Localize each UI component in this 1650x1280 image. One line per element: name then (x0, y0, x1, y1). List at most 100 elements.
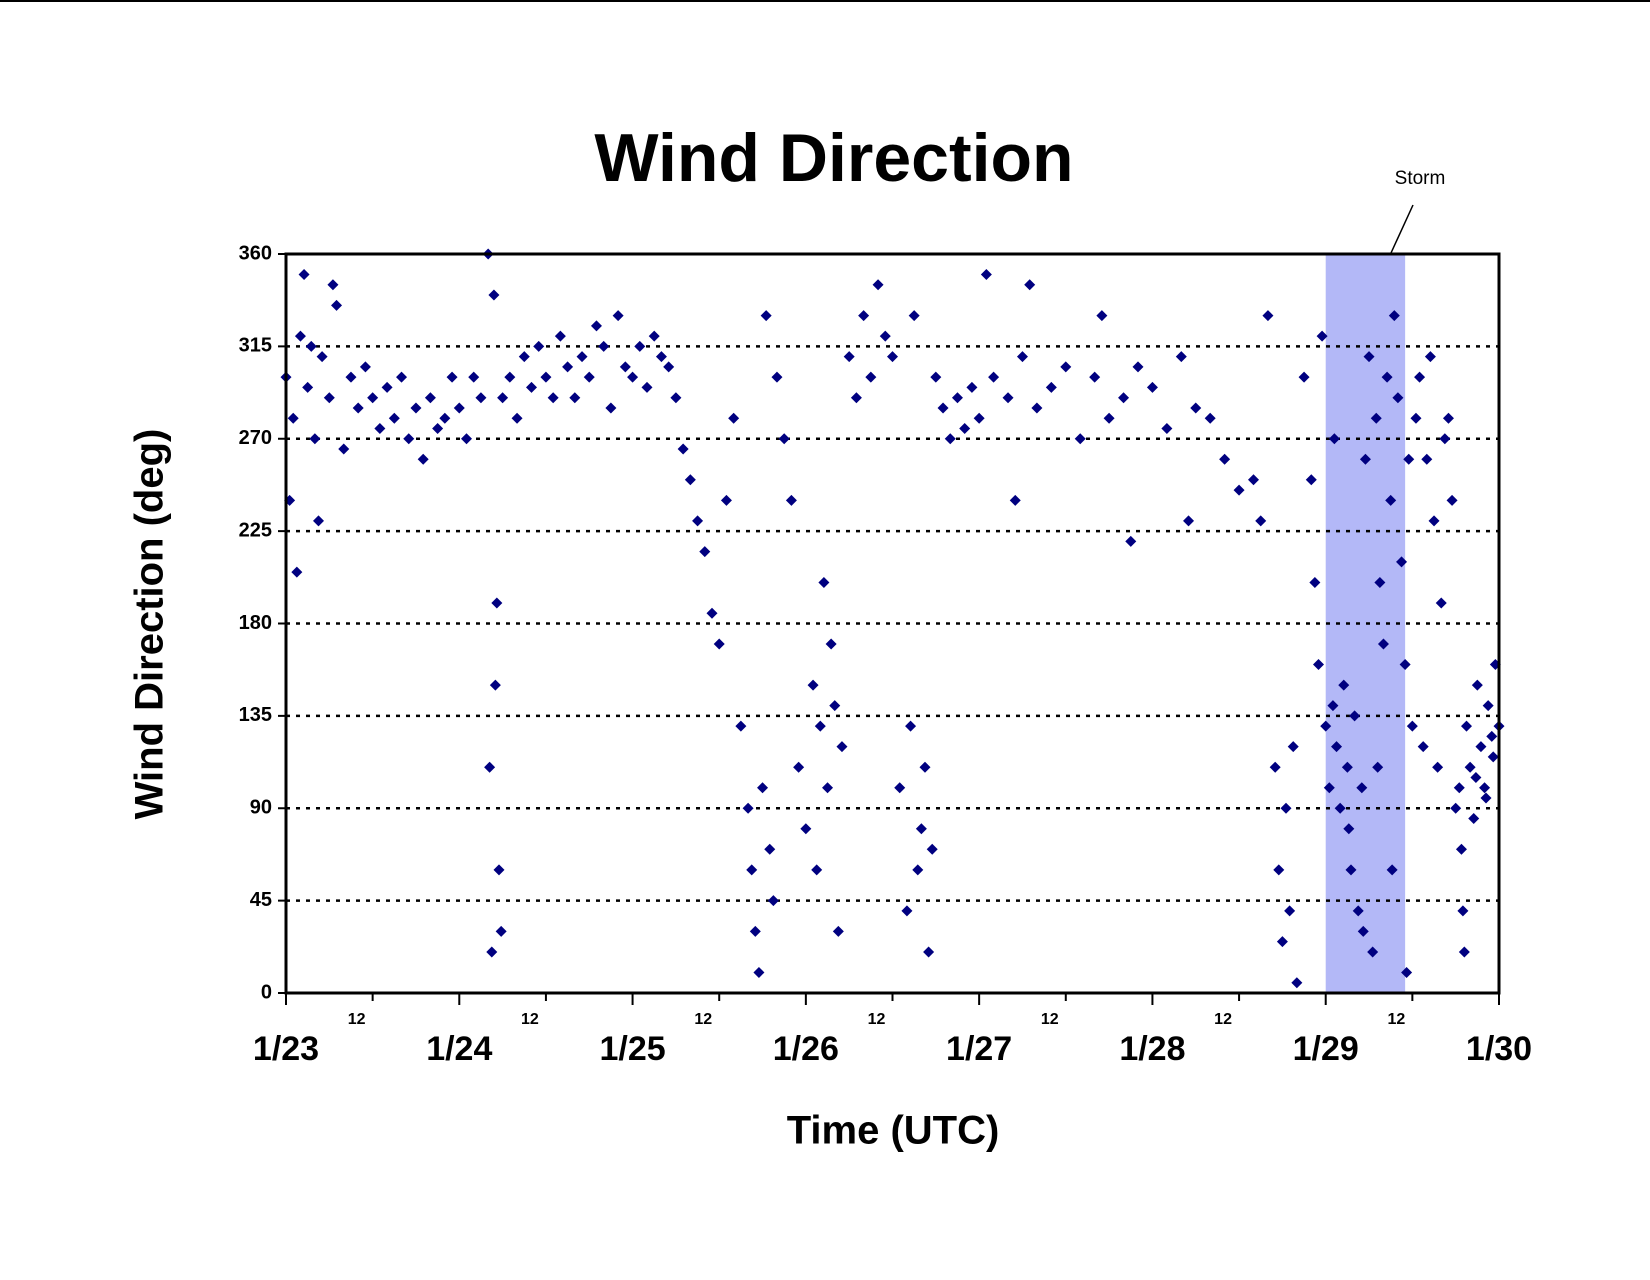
point (1323, 782, 1335, 794)
point (1453, 782, 1465, 794)
point (619, 361, 631, 373)
point (1357, 925, 1369, 937)
point (359, 361, 371, 373)
point (1204, 412, 1216, 424)
point (951, 392, 963, 404)
point (403, 433, 415, 445)
point (1161, 422, 1173, 434)
point (1480, 792, 1492, 804)
y-tick-label: 45 (250, 889, 272, 911)
point (576, 351, 588, 363)
x-date-label: 1/26 (773, 1030, 839, 1068)
point (1432, 761, 1444, 773)
point (843, 351, 855, 363)
point (764, 843, 776, 855)
point (562, 361, 574, 373)
point (894, 782, 906, 794)
point (316, 351, 328, 363)
point (1396, 556, 1408, 568)
point (1421, 453, 1433, 465)
point (793, 761, 805, 773)
point (504, 371, 516, 383)
point (396, 371, 408, 383)
point (915, 823, 927, 835)
point (298, 269, 310, 281)
point (547, 392, 559, 404)
point (453, 402, 465, 414)
point (590, 320, 602, 332)
point (1024, 279, 1036, 291)
point (757, 782, 769, 794)
x-hour-label: 12 (694, 1011, 712, 1028)
x-hour-label: 12 (1214, 1011, 1232, 1028)
point (1471, 679, 1483, 691)
point (742, 802, 754, 814)
storm-label: Storm (1395, 168, 1446, 189)
point (1367, 946, 1379, 958)
point (901, 905, 913, 917)
point (988, 371, 1000, 383)
point (1338, 679, 1350, 691)
y-tick-label: 225 (239, 519, 272, 541)
point (1305, 474, 1317, 486)
y-tick-label: 0 (261, 981, 272, 1003)
point (1455, 843, 1467, 855)
point (484, 761, 496, 773)
point (872, 279, 884, 291)
point (1439, 433, 1451, 445)
point (919, 761, 931, 773)
point (488, 289, 500, 301)
point (814, 720, 826, 732)
point (627, 371, 639, 383)
point (345, 371, 357, 383)
point (1468, 813, 1480, 825)
point (655, 351, 667, 363)
point (291, 566, 303, 578)
point (1446, 494, 1458, 506)
point (1312, 659, 1324, 671)
point (1031, 402, 1043, 414)
point (825, 638, 837, 650)
y-tick-label: 180 (239, 612, 272, 634)
point (1255, 515, 1267, 527)
point (424, 392, 436, 404)
point (832, 925, 844, 937)
point (1464, 761, 1476, 773)
point (930, 371, 942, 383)
point (771, 371, 783, 383)
point (583, 371, 595, 383)
point (1096, 310, 1108, 322)
point (1482, 700, 1494, 712)
x-date-label: 1/28 (1119, 1030, 1185, 1068)
point (374, 422, 386, 434)
point (836, 741, 848, 753)
point (1016, 351, 1028, 363)
point (1359, 453, 1371, 465)
point (323, 392, 335, 404)
point (493, 864, 505, 876)
point (1009, 494, 1021, 506)
point (767, 895, 779, 907)
point (486, 946, 498, 958)
point (309, 433, 321, 445)
point (1450, 802, 1462, 814)
x-hour-label: 12 (348, 1011, 366, 1028)
y-tick-label: 360 (239, 242, 272, 264)
point (1374, 576, 1386, 588)
point (1363, 351, 1375, 363)
point (327, 279, 339, 291)
plot-frame (284, 252, 1501, 995)
point (1435, 597, 1447, 609)
point (461, 433, 473, 445)
point (1089, 371, 1101, 383)
point (598, 340, 610, 352)
x-date-label: 1/29 (1293, 1030, 1359, 1068)
point (728, 412, 740, 424)
point (706, 607, 718, 619)
point (1352, 905, 1364, 917)
point (749, 925, 761, 937)
x-hour-label: 12 (521, 1011, 539, 1028)
point (569, 392, 581, 404)
point (1248, 474, 1260, 486)
point (294, 330, 306, 342)
